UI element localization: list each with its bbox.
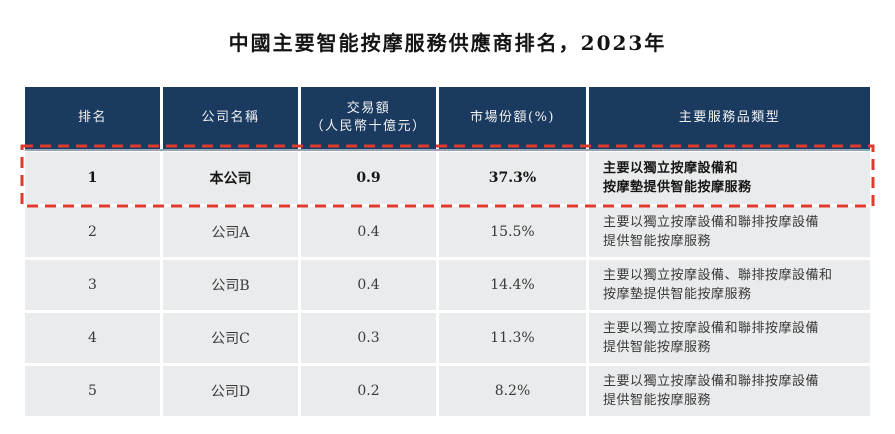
company-name: 本公司 xyxy=(163,152,298,204)
share-value: 11.3% xyxy=(439,313,586,363)
rank-value: 3 xyxy=(25,260,160,310)
table-row-company-self: 1 本公司 0.9 37.3% 主要以獨立按摩設備和 按摩墊提供智能按摩服務 xyxy=(25,152,870,204)
company-name: 公司C xyxy=(163,313,298,363)
company-name: 公司A xyxy=(163,207,298,257)
header-label-services: 主要服務品類型 xyxy=(678,110,781,126)
share-value: 37.3% xyxy=(439,152,586,204)
header-label-company: 公司名稱 xyxy=(201,110,260,126)
services-line: 主要以獨立按摩設備和 xyxy=(603,160,739,176)
services-line: 提供智能按摩服務 xyxy=(603,340,712,355)
volume-value: 0.9 xyxy=(301,152,436,204)
services-line: 主要以獨立按摩設備、聯排按摩設備和 xyxy=(603,267,833,283)
rank-value: 5 xyxy=(25,366,160,416)
services-line: 提供智能按摩服務 xyxy=(603,393,712,408)
volume-value: 0.4 xyxy=(301,207,436,257)
services-description: 主要以獨立按摩設備、聯排按摩設備和 按摩墊提供智能按摩服務 xyxy=(589,260,870,310)
services-line: 主要以獨立按摩設備和聯排按摩設備 xyxy=(603,320,820,336)
services-line: 按摩墊提供智能按摩服務 xyxy=(603,180,752,195)
services-description: 主要以獨立按摩設備和 按摩墊提供智能按摩服務 xyxy=(589,152,870,204)
table-row-company-a: 2 公司A 0.4 15.5% 主要以獨立按摩設備和聯排按摩設備 提供智能按摩服… xyxy=(25,207,870,257)
header-label-volume-line2: （人民幣十億元） xyxy=(310,119,427,134)
services-line: 按摩墊提供智能按摩服務 xyxy=(603,287,752,302)
volume-value: 0.3 xyxy=(301,313,436,363)
header-cell-rank: 排名 xyxy=(25,87,160,149)
services-line: 主要以獨立按摩設備和聯排按摩設備 xyxy=(603,373,820,389)
share-value: 8.2% xyxy=(439,366,586,416)
table-header-row: 排名 公司名稱 交易額 （人民幣十億元） 市場份額(%) 主要服務品類型 xyxy=(25,87,870,149)
header-cell-volume: 交易額 （人民幣十億元） xyxy=(301,87,436,149)
volume-value: 0.2 xyxy=(301,366,436,416)
ranking-table: 排名 公司名稱 交易額 （人民幣十億元） 市場份額(%) 主要服務品類型 1 本… xyxy=(20,87,875,416)
header-cell-share: 市場份額(%) xyxy=(439,87,586,149)
services-description: 主要以獨立按摩設備和聯排按摩設備 提供智能按摩服務 xyxy=(589,313,870,363)
share-value: 15.5% xyxy=(439,207,586,257)
volume-value: 0.4 xyxy=(301,260,436,310)
rank-value: 4 xyxy=(25,313,160,363)
header-label-share: 市場份額(%) xyxy=(470,110,555,126)
share-value: 14.4% xyxy=(439,260,586,310)
table-row-company-c: 4 公司C 0.3 11.3% 主要以獨立按摩設備和聯排按摩設備 提供智能按摩服… xyxy=(25,313,870,363)
header-cell-services: 主要服務品類型 xyxy=(589,87,870,149)
table-row-company-d: 5 公司D 0.2 8.2% 主要以獨立按摩設備和聯排按摩設備 提供智能按摩服務 xyxy=(25,366,870,416)
header-label-volume-line1: 交易額 xyxy=(346,101,391,117)
header-label-rank: 排名 xyxy=(77,110,107,126)
services-description: 主要以獨立按摩設備和聯排按摩設備 提供智能按摩服務 xyxy=(589,366,870,416)
header-cell-company: 公司名稱 xyxy=(163,87,298,149)
table-row-company-b: 3 公司B 0.4 14.4% 主要以獨立按摩設備、聯排按摩設備和 按摩墊提供智… xyxy=(25,260,870,310)
services-line: 提供智能按摩服務 xyxy=(603,234,712,249)
page-title: 中國主要智能按摩服務供應商排名，2023年 xyxy=(228,31,667,55)
rank-value: 1 xyxy=(25,152,160,204)
services-line: 主要以獨立按摩設備和聯排按摩設備 xyxy=(603,214,820,230)
services-description: 主要以獨立按摩設備和聯排按摩設備 提供智能按摩服務 xyxy=(589,207,870,257)
rank-value: 2 xyxy=(25,207,160,257)
company-name: 公司B xyxy=(163,260,298,310)
company-name: 公司D xyxy=(163,366,298,416)
